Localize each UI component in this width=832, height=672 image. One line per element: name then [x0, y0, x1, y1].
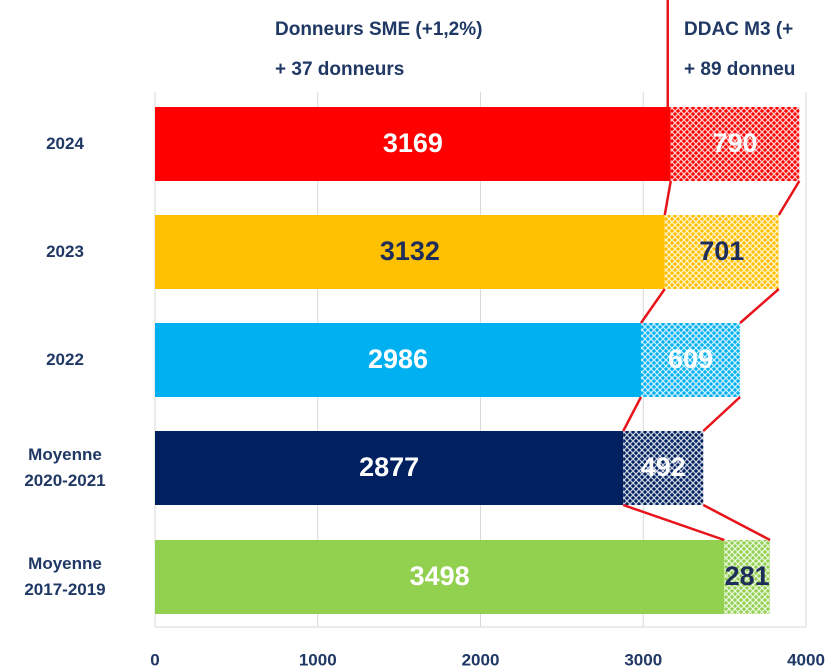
y-tick-label: 2024 — [46, 134, 84, 153]
bar-segment — [155, 215, 665, 289]
connector — [702, 396, 741, 432]
bar-segment — [155, 540, 725, 614]
connector — [739, 288, 780, 324]
annotation: + 89 donneu — [684, 59, 795, 80]
value-label: 701 — [699, 236, 744, 266]
annotation: + 37 donneurs — [275, 59, 404, 80]
y-tick-label: Moyenne 2020-2021 — [24, 445, 106, 490]
value-label: 2986 — [368, 344, 428, 374]
connector — [663, 180, 672, 216]
value-label: 2877 — [359, 452, 419, 482]
value-label: 3169 — [383, 128, 443, 158]
connector — [622, 503, 725, 542]
value-label: 3498 — [410, 561, 470, 591]
bar-segment — [670, 107, 800, 181]
x-tick-label: 1000 — [299, 650, 337, 669]
value-label: 790 — [713, 128, 758, 158]
x-tick-label: 2000 — [462, 650, 500, 669]
x-tick-label: 0 — [150, 650, 159, 669]
bar-segment — [664, 215, 779, 289]
bar-segment — [155, 107, 671, 181]
bar-segment — [623, 431, 704, 505]
y-tick-label: 2023 — [46, 242, 84, 261]
connector — [702, 503, 771, 542]
x-tick-label: 4000 — [787, 650, 825, 669]
value-label: 609 — [668, 344, 713, 374]
annotation: Donneurs SME (+1,2%) — [275, 19, 482, 40]
bar-segment — [155, 431, 624, 505]
connector — [622, 396, 643, 432]
bar-segment — [724, 540, 771, 614]
y-tick-label: 2022 — [46, 350, 84, 369]
bar-segment — [155, 323, 641, 397]
connector — [639, 288, 666, 324]
y-tick-label: Moyenne 2017-2019 — [24, 554, 106, 599]
annotation: DDAC M3 (+ — [684, 19, 793, 40]
value-label: 281 — [725, 561, 770, 591]
x-tick-label: 3000 — [624, 650, 662, 669]
value-label: 492 — [641, 452, 686, 482]
connector — [777, 180, 801, 216]
value-label: 3132 — [380, 236, 440, 266]
bar-segment — [640, 323, 741, 397]
